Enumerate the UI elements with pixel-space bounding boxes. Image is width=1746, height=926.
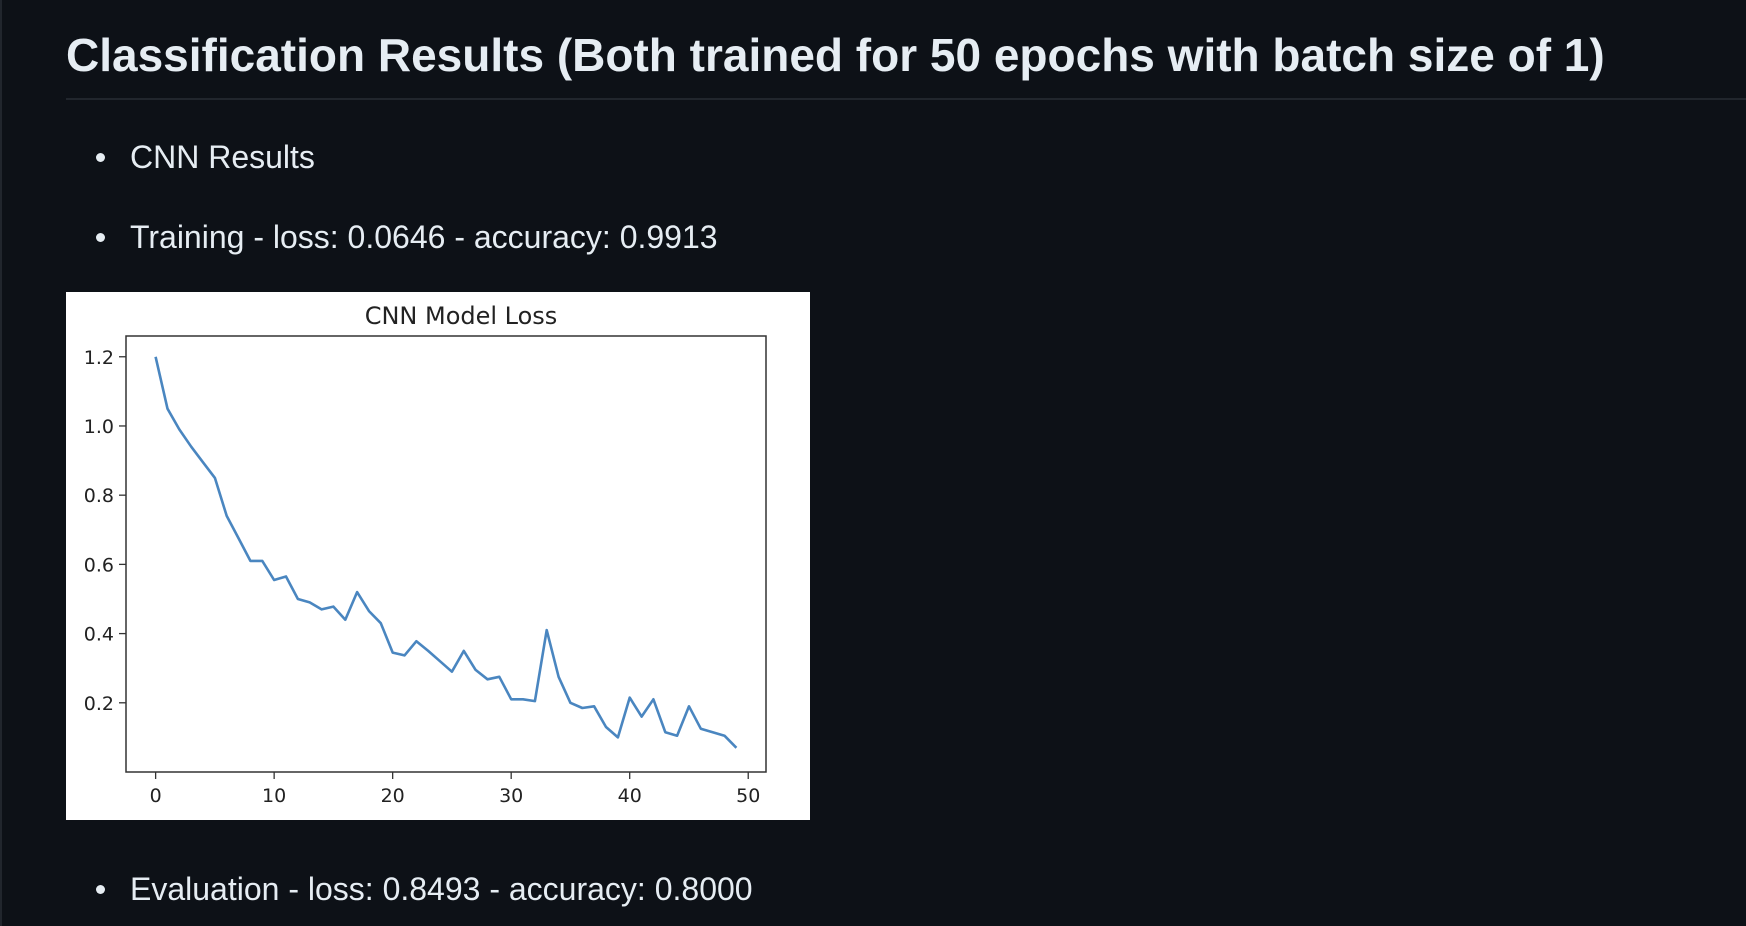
loss-series-points [156,357,737,748]
x-tick-label: 10 [262,785,286,807]
axis-ticks: 0 10 20 30 40 50 0.2 0.4 0.6 0.8 1.0 1.2 [84,347,761,807]
x-tick-label: 0 [150,785,162,807]
bullet-icon [96,233,105,242]
heading-divider [66,98,1746,100]
list-item-text: Training - loss: 0.0646 - accuracy: 0.99… [130,219,718,255]
loss-chart-image: CNN Model Loss 0 10 20 30 40 50 0.2 0.4 0.6 0.8 1.… [66,292,810,820]
y-tick-label: 0.2 [84,693,114,715]
y-tick-label: 0.4 [84,624,114,646]
plot-frame [125,335,767,773]
y-tick-label: 1.0 [84,416,114,438]
section-heading: Classification Results (Both trained for… [66,29,1605,81]
x-tick-label: 30 [499,785,523,807]
chart-title: CNN Model Loss [365,302,558,330]
list-item-text: CNN Results [130,139,315,175]
x-tick-label: 20 [381,785,405,807]
y-tick-label: 0.6 [84,554,114,576]
loss-chart: CNN Model Loss 0 10 20 30 40 50 0.2 0.4 0.6 0.8 1.… [84,302,767,807]
loss-series-line [154,356,738,749]
x-tick-label: 50 [736,785,760,807]
bullet-icon [96,885,105,894]
y-tick-label: 1.2 [84,347,114,369]
left-border [0,0,2,926]
list-item-text: Evaluation - loss: 0.8493 - accuracy: 0.… [130,871,753,907]
x-tick-label: 40 [618,785,642,807]
bullet-icon [96,153,105,162]
y-tick-label: 0.8 [84,485,114,507]
